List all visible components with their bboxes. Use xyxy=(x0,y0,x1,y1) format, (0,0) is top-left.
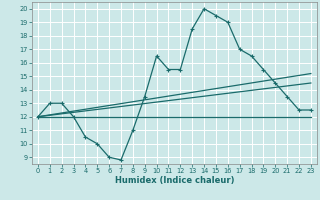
X-axis label: Humidex (Indice chaleur): Humidex (Indice chaleur) xyxy=(115,176,234,185)
